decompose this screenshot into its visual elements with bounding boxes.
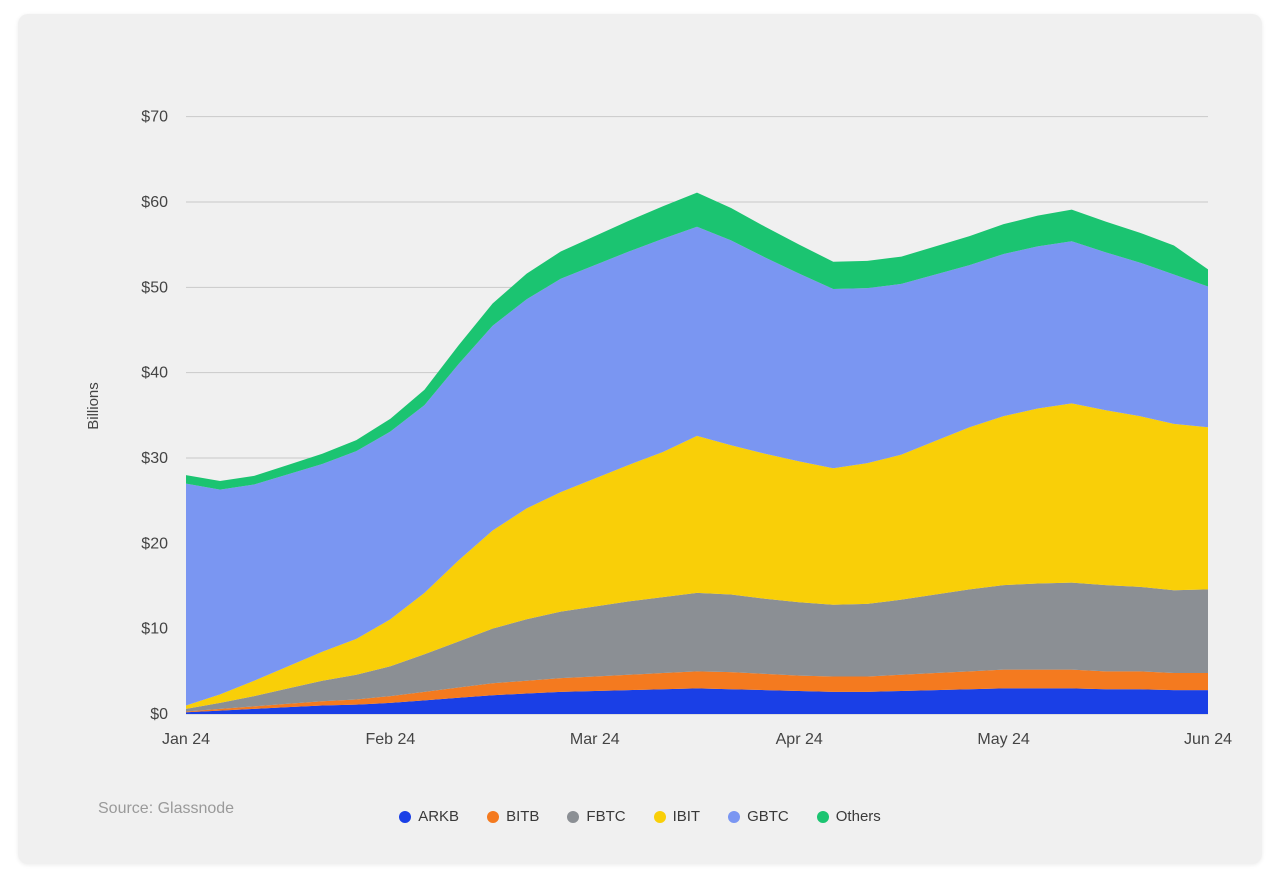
x-tick-label: May 24	[977, 731, 1030, 748]
legend-item-gbtc[interactable]: GBTC	[728, 808, 789, 825]
legend-swatch	[728, 811, 740, 823]
x-tick-label: Mar 24	[570, 731, 620, 748]
y-tick-label: $30	[141, 450, 168, 467]
y-tick-label: $70	[141, 109, 168, 126]
y-tick-label: $0	[150, 706, 168, 723]
y-tick-label: $10	[141, 621, 168, 638]
legend-item-others[interactable]: Others	[817, 808, 881, 825]
legend-label: GBTC	[747, 808, 789, 825]
y-tick-label: $40	[141, 365, 168, 382]
chart-card: $0 $10 $20 $30 $40 $50 $60 $70 Jan 24 Feb 24 Mar 2…	[18, 14, 1262, 864]
legend-label: ARKB	[418, 808, 459, 825]
legend: ARKB BITB FBTC IBIT GBTC Others	[18, 808, 1262, 827]
legend-item-fbtc[interactable]: FBTC	[567, 808, 625, 825]
legend-swatch	[399, 811, 411, 823]
y-tick-label: $50	[141, 279, 168, 296]
y-tick-label: $20	[141, 535, 168, 552]
plot-area: $0 $10 $20 $30 $40 $50 $60 $70 Jan 24 Feb 24 Mar 2…	[18, 14, 1262, 864]
legend-label: IBIT	[673, 808, 701, 825]
legend-swatch	[817, 811, 829, 823]
y-axis-title: Billions	[85, 382, 102, 430]
legend-swatch	[487, 811, 499, 823]
legend-label: BITB	[506, 808, 539, 825]
legend-item-arkb[interactable]: ARKB	[399, 808, 459, 825]
x-tick-label: Feb 24	[365, 731, 415, 748]
y-tick-label: $60	[141, 194, 168, 211]
legend-swatch	[567, 811, 579, 823]
stacked-area-chart: $0 $10 $20 $30 $40 $50 $60 $70 Jan 24 Feb 24 Mar 2…	[18, 14, 1262, 864]
legend-swatch	[654, 811, 666, 823]
legend-label: FBTC	[586, 808, 625, 825]
legend-label: Others	[836, 808, 881, 825]
legend-item-ibit[interactable]: IBIT	[654, 808, 701, 825]
x-tick-label: Jan 24	[162, 731, 210, 748]
x-tick-label: Apr 24	[776, 731, 823, 748]
x-tick-label: Jun 24	[1184, 731, 1232, 748]
legend-item-bitb[interactable]: BITB	[487, 808, 539, 825]
